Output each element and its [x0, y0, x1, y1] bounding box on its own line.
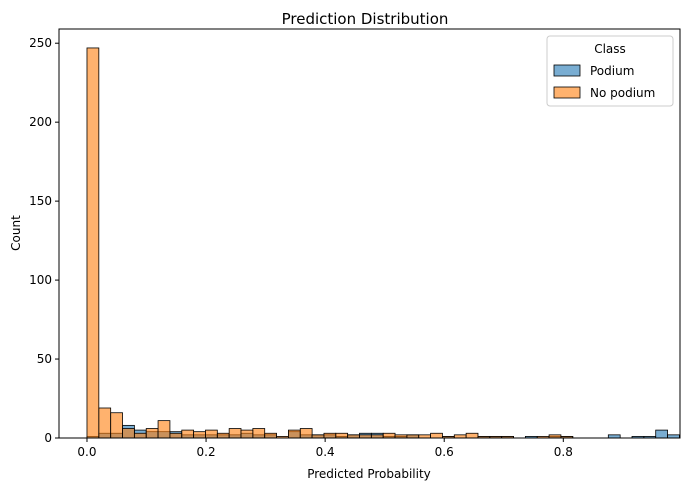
y-tick-label: 0 — [44, 431, 52, 445]
y-tick-label: 50 — [37, 352, 52, 366]
x-tick-label: 0.2 — [197, 445, 216, 459]
x-tick-label: 0.0 — [77, 445, 96, 459]
bar-no-podium-3 — [122, 428, 135, 439]
y-tick-label: 100 — [29, 273, 52, 287]
bar-no-podium-4 — [133, 432, 147, 439]
y-tick-label: 200 — [29, 115, 52, 129]
bar-no-podium-25 — [382, 432, 396, 439]
bar-no-podium-13 — [240, 429, 254, 439]
series-no-podium-bars — [86, 47, 574, 439]
x-axis-label: Predicted Probability — [307, 467, 431, 481]
bar-no-podium-8 — [181, 429, 195, 439]
y-axis-label: Count — [9, 215, 23, 251]
bar-no-podium-15 — [264, 432, 277, 439]
bar-no-podium-9 — [193, 431, 206, 439]
bar-no-podium-32 — [465, 432, 479, 439]
legend-swatch-podium — [553, 64, 581, 77]
bar-no-podium-11 — [216, 432, 230, 439]
bar-no-podium-2 — [110, 412, 123, 439]
plot-frame — [58, 28, 681, 439]
bar-no-podium-6 — [157, 420, 171, 439]
bar-no-podium-18 — [299, 428, 313, 439]
legend-swatch-no-podium — [553, 86, 581, 99]
y-axis: 0 50 100 150 200 250 — [29, 36, 59, 445]
x-tick-label: 0.6 — [435, 445, 454, 459]
x-tick-label: 0.4 — [316, 445, 335, 459]
legend-label-podium: Podium — [590, 64, 634, 78]
bar-no-podium-7 — [169, 432, 183, 439]
bar-no-podium-14 — [252, 428, 266, 439]
bar-no-podium-20 — [323, 432, 337, 439]
bar-no-podium-12 — [228, 428, 242, 439]
bar-no-podium-5 — [145, 428, 159, 439]
bar-podium-48 — [655, 429, 668, 439]
y-tick-label: 150 — [29, 194, 52, 208]
x-tick-label: 0.8 — [554, 445, 573, 459]
bar-no-podium-21 — [335, 432, 349, 439]
bar-no-podium-1 — [98, 407, 112, 439]
bar-no-podium-10 — [205, 429, 218, 439]
bar-no-podium-29 — [430, 432, 443, 439]
chart-title: Prediction Distribution — [282, 10, 449, 28]
x-axis: 0.0 0.2 0.4 0.6 0.8 — [77, 438, 573, 459]
legend-title: Class — [594, 42, 626, 56]
legend: Class Podium No podium — [546, 35, 674, 107]
y-tick-label: 250 — [29, 36, 52, 50]
bar-no-podium-0 — [86, 47, 100, 439]
legend-label-no-podium: No podium — [590, 86, 655, 100]
bar-no-podium-17 — [288, 429, 301, 439]
